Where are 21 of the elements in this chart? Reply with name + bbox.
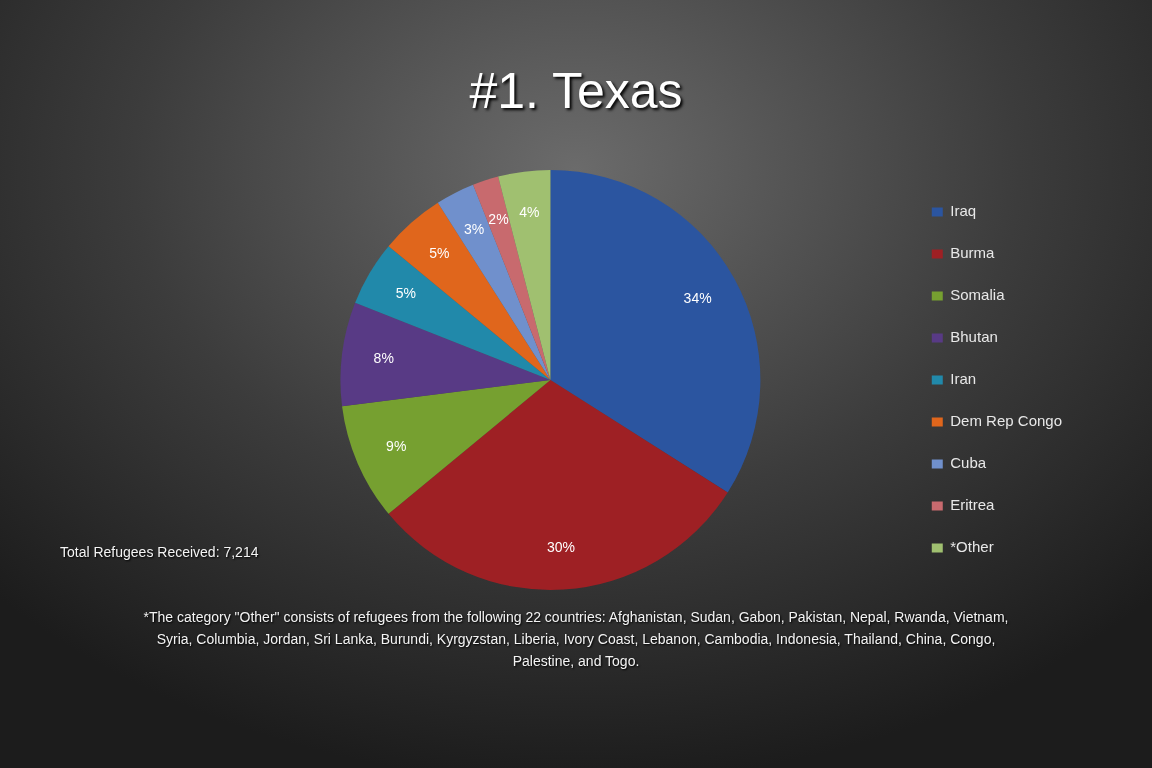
chart-title: #1. Texas — [468, 62, 684, 120]
legend-label: Iran — [950, 370, 977, 388]
legend-label: Somalia — [950, 286, 1006, 304]
data-label: 2% — [488, 211, 509, 228]
data-label: 30% — [546, 538, 575, 555]
text: *The category "Other" consists of refugees from the following 22 countries: Afghanistan, Sudan, Gabon, Pakistan, Nepal, Rwanda, Vietnam, Syria, Columbia, Jordan, Sri Lanka, Burundi, Kyrgyzstan, Liberia, Ivory Coast, Lebanon, Cambodia, Indonesia, Thailand, China, Congo, Palestine, and Togo. — [142, 608, 1010, 671]
data-label: 5% — [429, 244, 450, 261]
legend-label: *Other — [950, 538, 994, 556]
data-label: 9% — [386, 437, 407, 454]
legend-label: Cuba — [950, 454, 987, 472]
legend-label: Dem Rep Congo — [950, 412, 1063, 430]
legend-label: Bhutan — [950, 328, 998, 346]
legend-label: Eritrea — [950, 496, 996, 514]
data-label: 5% — [395, 285, 416, 302]
legend-label: Burma — [950, 244, 996, 262]
data-label: 4% — [519, 204, 540, 221]
data-label: 8% — [373, 349, 394, 366]
text: Total Refugees Received: 7,214 — [60, 543, 259, 562]
legend-label: Iraq — [950, 202, 977, 220]
data-label: 3% — [464, 221, 485, 238]
data-label: 34% — [683, 289, 712, 306]
